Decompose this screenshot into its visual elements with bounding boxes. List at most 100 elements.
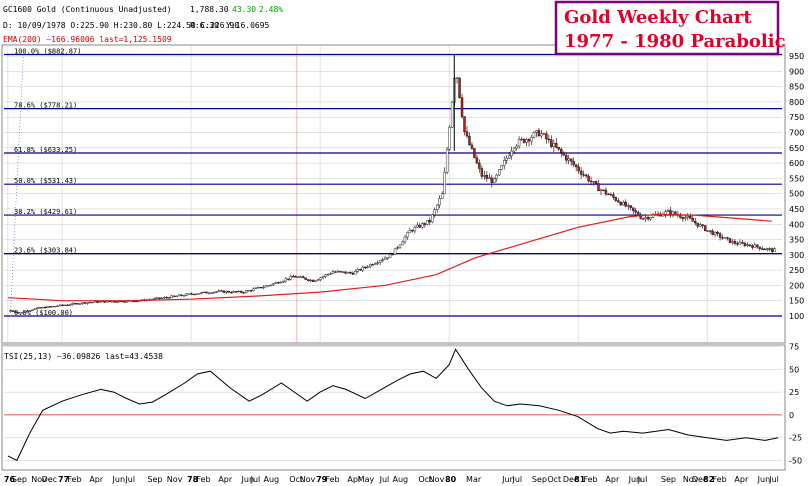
candle-body (78, 303, 82, 305)
candle-body (641, 218, 645, 220)
candle-body (190, 293, 193, 295)
candle-body (401, 241, 404, 246)
candle-body (378, 260, 382, 263)
candle-body (569, 158, 573, 162)
candle-body (622, 201, 625, 206)
candle-body (277, 282, 280, 284)
candle-body (220, 290, 223, 292)
candle-body (319, 277, 322, 280)
candle-body (438, 198, 441, 206)
candle-body (636, 212, 640, 216)
candle-body (244, 290, 248, 293)
candle-body (748, 244, 752, 246)
candle-body (431, 214, 434, 223)
x-tick-label: Sep (532, 475, 547, 484)
candle-body (473, 148, 476, 158)
candle-body (532, 132, 536, 138)
price-tick-label: 150 (789, 297, 804, 306)
candle-body (579, 170, 583, 175)
y-readout: Y:16.0695 (226, 21, 270, 30)
candle-body (398, 244, 402, 248)
candle-body (560, 148, 563, 153)
tsi-line (7, 348, 779, 462)
candle-body (19, 312, 22, 314)
candle-body (480, 168, 484, 177)
candle-body (309, 279, 312, 282)
candle-body (503, 160, 506, 166)
candle-body (289, 276, 293, 280)
candle-body (671, 211, 675, 215)
candle-body (192, 293, 196, 296)
candle-body (324, 274, 327, 277)
candle-body (512, 147, 516, 152)
candle-body (376, 262, 379, 264)
candle-body (517, 139, 521, 147)
candle-body (728, 238, 732, 243)
x-tick-label: Jun (757, 475, 771, 484)
candle-body (609, 194, 613, 196)
candle-body (48, 306, 52, 308)
candle-body (205, 291, 208, 294)
candle-body (24, 311, 27, 313)
candle-body (185, 293, 188, 296)
candle-body (212, 291, 216, 294)
candle-body (572, 161, 575, 166)
chart-title-callout: Gold Weekly Chart 1977 - 1980 Parabolic (554, 0, 786, 56)
candle-body (758, 246, 761, 249)
symbol-name: GC1600 Gold (Continuous Unadjusted) (3, 5, 172, 14)
candle-body (445, 149, 449, 173)
price-tick-label: 900 (789, 67, 804, 76)
x-tick-label: Apr (89, 475, 104, 484)
candle-body (629, 205, 632, 208)
candle-body (428, 220, 431, 223)
ema-200-line (7, 213, 772, 302)
x-tick-label: 82 (703, 475, 714, 484)
candle-body (706, 230, 709, 232)
candle-body (723, 237, 727, 239)
candle-body (344, 271, 347, 274)
candle-body (716, 232, 719, 234)
candle-body (58, 304, 62, 307)
price-tick-label: 350 (789, 236, 804, 245)
candle-body (614, 197, 618, 201)
candle-body (339, 271, 342, 273)
candle-body (53, 305, 57, 308)
candle-body (329, 273, 332, 275)
candle-body (540, 133, 543, 137)
candle-body (507, 155, 511, 159)
candle-body (644, 217, 647, 219)
candle-body (468, 135, 471, 146)
candle-body (282, 280, 285, 283)
callout-subtitle: 1977 - 1980 Parabolic (564, 31, 786, 52)
price-tick-label: 450 (789, 205, 804, 214)
callout-box (554, 0, 780, 56)
candle-body (321, 276, 325, 278)
candle-body (666, 210, 670, 212)
candle-body (210, 292, 213, 294)
candle-body (488, 177, 491, 179)
candle-body (46, 306, 49, 309)
candle-body (478, 162, 481, 169)
candle-body (237, 290, 240, 293)
candle-body (247, 290, 250, 292)
candle-body (552, 142, 556, 147)
candle-body (287, 278, 290, 280)
candle-body (232, 291, 235, 293)
candle-body (679, 215, 682, 218)
candle-body (589, 180, 593, 183)
candle-body (646, 217, 650, 220)
candle-body (86, 302, 89, 304)
candle-body (773, 248, 776, 252)
candle-body (36, 307, 39, 309)
candle-body (485, 175, 489, 179)
candle-body (103, 301, 106, 303)
candle-body (574, 164, 578, 168)
candle-body (612, 194, 615, 198)
candle-body (66, 304, 69, 307)
candle-body (763, 248, 766, 250)
candle-body (738, 241, 742, 245)
candle-body (617, 200, 620, 203)
x-tick-label: Feb (67, 475, 81, 484)
x-tick-label: Nov (31, 475, 47, 484)
candle-body (416, 224, 419, 228)
